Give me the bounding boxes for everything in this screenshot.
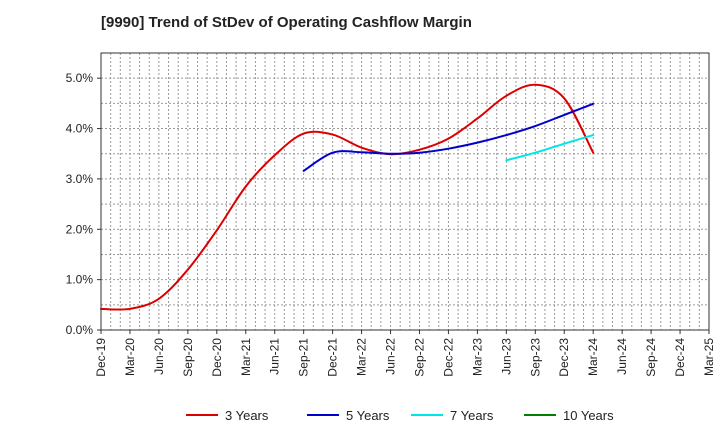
y-tick-label: 3.0% [66, 172, 94, 186]
x-tick-label: Mar-25 [702, 338, 716, 376]
x-tick-label: Jun-23 [499, 338, 513, 375]
chart-title: [9990] Trend of StDev of Operating Cashf… [101, 14, 472, 31]
y-tick-label: 5.0% [66, 71, 94, 85]
x-tick-label: Sep-22 [412, 338, 426, 377]
legend-label-3-years: 3 Years [225, 408, 269, 423]
x-tick-label: Sep-24 [644, 338, 658, 377]
x-tick-label: Mar-23 [470, 338, 484, 376]
x-tick-label: Mar-21 [239, 338, 253, 376]
x-tick-label: Dec-22 [441, 338, 455, 377]
series-line-3-years [100, 83, 595, 311]
y-tick-label: 2.0% [66, 222, 94, 236]
plot-frame [100, 52, 710, 331]
x-tick-label: Sep-23 [528, 338, 542, 377]
legend-label-5-years: 5 Years [346, 408, 390, 423]
x-tick-label: Dec-24 [673, 338, 687, 377]
series-line-7-years [505, 134, 595, 162]
x-tick-label: Mar-22 [355, 338, 369, 376]
x-tick-label: Sep-21 [297, 338, 311, 377]
y-tick-label: 1.0% [66, 273, 94, 287]
x-tick-label: Jun-21 [268, 338, 282, 375]
x-tick-label: Jun-22 [384, 338, 398, 375]
x-tick-label: Jun-20 [152, 338, 166, 375]
x-tick-label: Jun-24 [615, 338, 629, 375]
x-tick-label: Mar-24 [586, 338, 600, 376]
legend-label-10-years: 10 Years [563, 408, 614, 423]
x-tick-label: Dec-20 [210, 338, 224, 377]
x-tick-label: Dec-19 [94, 338, 108, 377]
x-tick-label: Mar-20 [123, 338, 137, 376]
legend-label-7-years: 7 Years [450, 408, 494, 423]
y-tick-label: 0.0% [66, 323, 94, 337]
x-tick-label: Sep-20 [181, 338, 195, 377]
plot-area [101, 53, 709, 330]
x-tick-label: Dec-21 [326, 338, 340, 377]
series-line-5-years [302, 102, 595, 172]
x-tick-label: Dec-23 [557, 338, 571, 377]
y-tick-label: 4.0% [66, 122, 94, 136]
